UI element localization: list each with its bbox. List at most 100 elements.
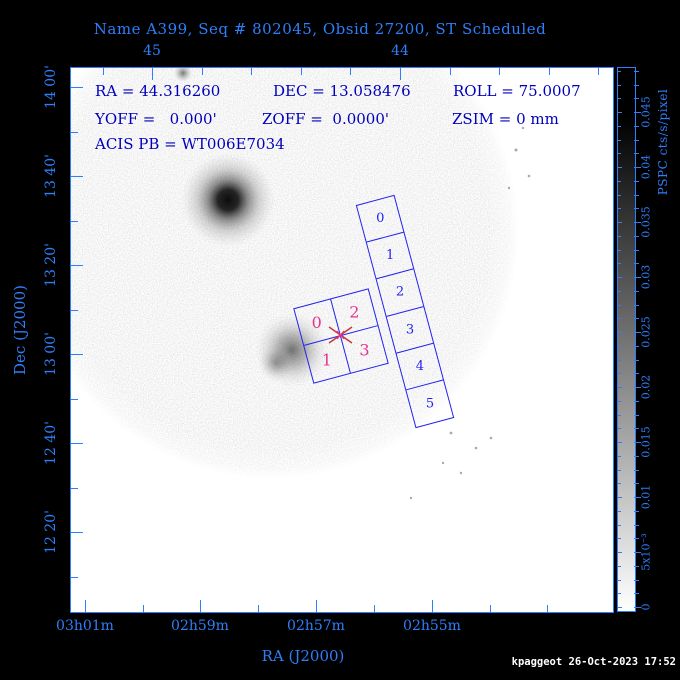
cbar-minor-tick-left: [617, 579, 621, 581]
cbar-major-tick-left: [617, 277, 622, 278]
cbar-minor-tick-right: [634, 235, 639, 237]
cbar-major-tick-left: [617, 112, 622, 113]
plot-canvas[interactable]: RA = 44.316260 DEC = 13.058476 ROLL = 75…: [70, 67, 614, 613]
cbar-minor-tick-left: [617, 524, 621, 526]
cbar-minor-tick-right: [634, 579, 639, 581]
cbar-major-tick-right: [634, 607, 641, 608]
acis-s-chip-number: 3: [405, 322, 414, 338]
cbar-minor-tick-left: [617, 428, 621, 430]
bottom-tick-label: 02h55m: [403, 618, 461, 634]
left-minor-tick: [71, 310, 78, 311]
top-minor-tick: [350, 68, 351, 75]
top-minor-tick: [598, 68, 599, 75]
dec-tick-label: 14 00': [43, 65, 59, 109]
zoff-value: ZOFF = 0.0000': [262, 110, 390, 128]
acis-s-chip-number: 0: [376, 211, 385, 227]
top-tick-label: 45: [143, 43, 161, 59]
cbar-major-tick-right: [634, 552, 641, 553]
sky-image: [71, 68, 613, 612]
top-minor-tick: [202, 68, 203, 75]
cbar-minor-tick-right: [634, 593, 639, 595]
top-minor-tick: [103, 68, 104, 75]
cbar-minor-tick-left: [617, 510, 621, 512]
cbar-minor-tick-left: [617, 125, 621, 127]
user-timestamp: kpaggeot 26-Oct-2023 17:52: [511, 656, 676, 668]
cbar-minor-tick-right: [634, 263, 639, 265]
bottom-minor-tick: [374, 605, 375, 612]
cbar-minor-tick-left: [617, 290, 621, 292]
cbar-minor-tick-right: [634, 153, 639, 155]
colorbar-unit-label: PSPC cts/s/pixel: [656, 88, 670, 196]
bottom-tick-label: 03h01m: [56, 618, 114, 634]
bottom-major-tick: [200, 600, 201, 612]
bottom-minor-tick: [547, 605, 548, 612]
bottom-tick-label: 02h59m: [171, 618, 229, 634]
cbar-minor-tick-left: [617, 483, 621, 485]
bottom-tick-label: 02h57m: [287, 618, 345, 634]
acis-s-chip-number: 1: [385, 248, 395, 264]
left-minor-tick: [71, 399, 78, 400]
cbar-minor-tick-right: [634, 469, 639, 471]
bottom-major-tick: [432, 600, 433, 612]
roll-value: ROLL = 75.0007: [453, 82, 581, 100]
cbar-major-tick-right: [634, 277, 641, 278]
cbar-major-tick-right: [634, 112, 641, 113]
yoff-value: YOFF = 0.000': [95, 110, 217, 128]
dec-tick-label: 13 20': [43, 243, 59, 287]
acis-i-chip-number: 0: [312, 312, 323, 332]
bottom-minor-tick: [490, 605, 491, 612]
cbar-major-tick-left: [617, 442, 622, 443]
cbar-minor-tick-left: [617, 304, 621, 306]
cbar-minor-tick-right: [634, 524, 639, 526]
cbar-major-tick-right: [634, 332, 641, 333]
cbar-minor-tick-right: [634, 98, 639, 99]
cbar-minor-tick-right: [634, 249, 639, 251]
cbar-minor-tick-right: [634, 359, 639, 361]
cbar-major-tick-left: [617, 222, 622, 223]
left-major-tick: [71, 176, 83, 177]
cbar-minor-tick-left: [617, 469, 621, 471]
cbar-minor-tick-left: [617, 400, 621, 402]
top-minor-tick: [549, 68, 550, 75]
cbar-minor-tick-left: [617, 194, 621, 196]
cbar-minor-tick-left: [617, 318, 621, 320]
cbar-minor-tick-left: [617, 180, 621, 182]
left-major-tick: [71, 265, 83, 266]
top-minor-tick: [251, 68, 252, 75]
cbar-major-tick-right: [634, 167, 641, 168]
cbar-minor-tick-left: [617, 85, 621, 86]
top-tick-label: 44: [391, 43, 409, 59]
cbar-minor-tick-left: [617, 153, 621, 155]
cbar-major-tick-left: [617, 167, 622, 168]
cbar-minor-tick-left: [617, 139, 621, 141]
cbar-minor-tick-right: [634, 565, 639, 567]
cbar-minor-tick-right: [634, 455, 639, 457]
top-minor-tick: [499, 68, 500, 75]
cbar-minor-tick-right: [634, 208, 639, 210]
cbar-minor-tick-left: [617, 593, 621, 595]
cbar-minor-tick-right: [634, 510, 639, 512]
dec-tick-label: 13 00': [43, 332, 59, 376]
cbar-major-tick-left: [617, 387, 622, 388]
cbar-minor-tick-right: [634, 125, 639, 127]
cbar-major-tick-right: [634, 497, 641, 498]
point-sources: [409, 126, 531, 500]
cbar-minor-tick-right: [634, 290, 639, 292]
dec-axis-title: Dec (J2000): [11, 285, 29, 375]
zsim-value: ZSIM = 0 mm: [452, 110, 559, 128]
small-source: [174, 68, 192, 82]
left-minor-tick: [71, 132, 78, 133]
cbar-major-tick-right: [634, 442, 641, 443]
bottom-minor-tick: [143, 605, 144, 612]
top-major-tick: [152, 68, 153, 80]
cbar-minor-tick-left: [617, 373, 621, 375]
cbar-minor-tick-left: [617, 359, 621, 361]
cbar-minor-tick-left: [617, 455, 621, 457]
left-major-tick: [71, 87, 83, 88]
left-minor-tick: [71, 221, 78, 222]
cbar-minor-tick-left: [617, 538, 621, 540]
cbar-minor-tick-left: [617, 414, 621, 416]
left-major-tick: [71, 532, 83, 533]
left-minor-tick: [71, 488, 78, 489]
